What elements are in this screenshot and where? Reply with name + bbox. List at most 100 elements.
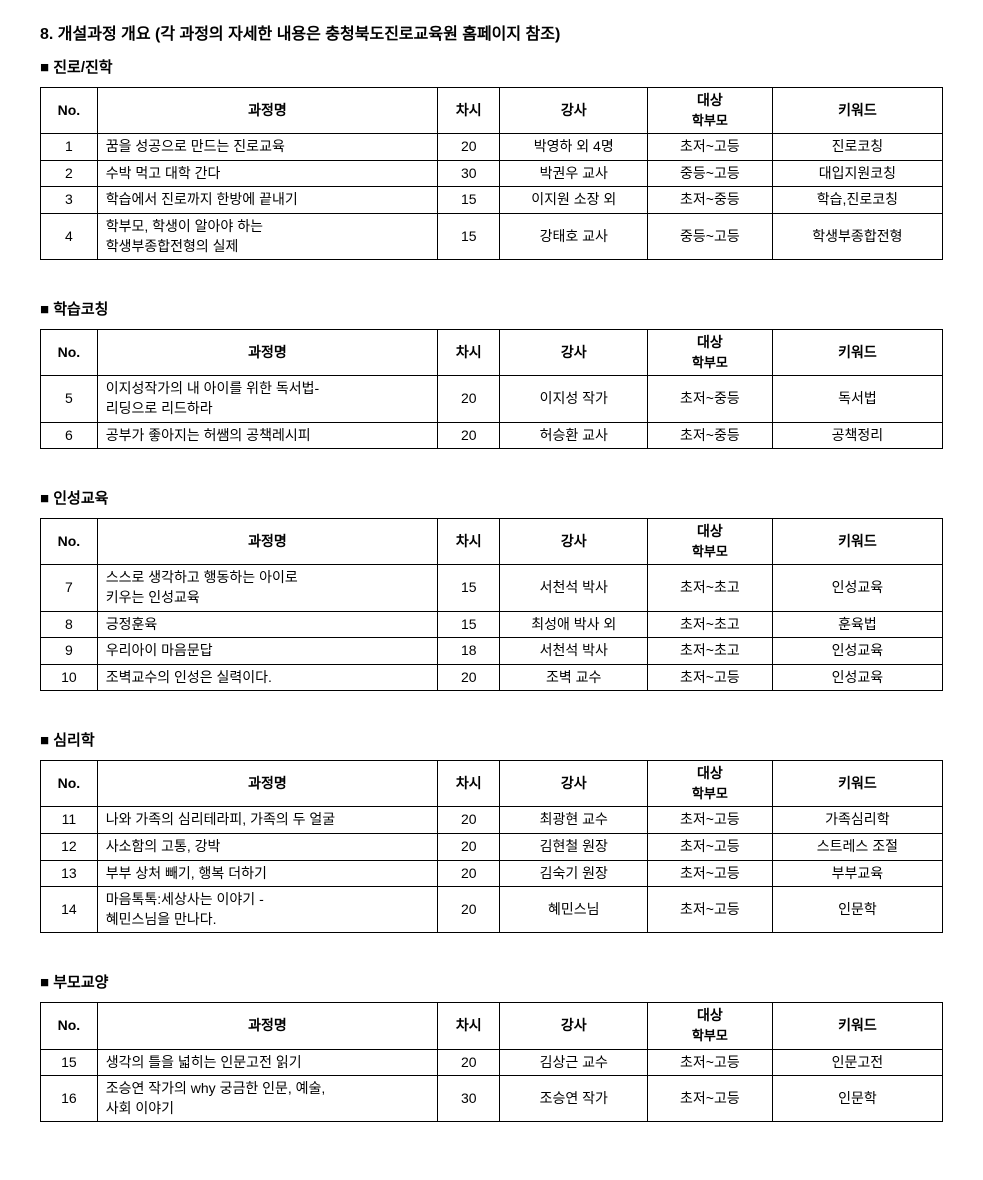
cell-instructor: 최광현 교수 [500,807,647,834]
cell-no: 11 [41,807,98,834]
header-target: 대상학부모 [647,519,772,565]
table-row: 1꿈을 성공으로 만드는 진로교육20박영하 외 4명초저~고등진로코칭 [41,134,943,161]
header-keyword: 키워드 [772,88,942,134]
cell-no: 12 [41,834,98,861]
cell-instructor: 김상근 교수 [500,1049,647,1076]
cell-course: 나와 가족의 심리테라피, 가족의 두 얼굴 [97,807,437,834]
cell-instructor: 김숙기 원장 [500,860,647,887]
table-row: 10조벽교수의 인성은 실력이다.20조벽 교수초저~고등인성교육 [41,664,943,691]
header-course: 과정명 [97,1003,437,1049]
header-instructor: 강사 [500,88,647,134]
cell-instructor: 이지원 소장 외 [500,187,647,214]
cell-no: 3 [41,187,98,214]
cell-instructor: 최성애 박사 외 [500,611,647,638]
table-header-row: No.과정명차시강사대상학부모키워드 [41,519,943,565]
sections-container: 진로/진학No.과정명차시강사대상학부모키워드1꿈을 성공으로 만드는 진로교육… [40,56,943,1122]
cell-keyword: 인문학 [772,1076,942,1122]
cell-no: 14 [41,887,98,933]
table-row: 15생각의 틀을 넓히는 인문고전 읽기20김상근 교수초저~고등인문고전 [41,1049,943,1076]
header-hours: 차시 [438,88,500,134]
course-table: No.과정명차시강사대상학부모키워드5이지성작가의 내 아이를 위한 독서법-리… [40,329,943,449]
cell-instructor: 혜민스님 [500,887,647,933]
cell-instructor: 서천석 박사 [500,565,647,611]
cell-keyword: 대입지원코칭 [772,160,942,187]
table-row: 12사소함의 고통, 강박20김현철 원장초저~고등스트레스 조절 [41,834,943,861]
header-hours: 차시 [438,761,500,807]
cell-hours: 20 [438,134,500,161]
cell-keyword: 진로코칭 [772,134,942,161]
table-header-row: No.과정명차시강사대상학부모키워드 [41,330,943,376]
cell-course: 우리아이 마음문답 [97,638,437,665]
header-keyword: 키워드 [772,1003,942,1049]
cell-instructor: 강태호 교사 [500,213,647,259]
cell-instructor: 조승연 작가 [500,1076,647,1122]
header-instructor: 강사 [500,330,647,376]
cell-hours: 15 [438,213,500,259]
cell-hours: 20 [438,422,500,449]
cell-hours: 20 [438,860,500,887]
cell-instructor: 박영하 외 4명 [500,134,647,161]
table-row: 6공부가 좋아지는 허쌤의 공책레시피20허승환 교사초저~중등공책정리 [41,422,943,449]
cell-keyword: 부부교육 [772,860,942,887]
header-course: 과정명 [97,330,437,376]
cell-target: 초저~중등 [647,376,772,422]
cell-keyword: 스트레스 조절 [772,834,942,861]
section-header: 심리학 [40,729,943,750]
cell-no: 8 [41,611,98,638]
cell-hours: 20 [438,376,500,422]
cell-course: 스스로 생각하고 행동하는 아이로키우는 인성교육 [97,565,437,611]
header-target: 대상학부모 [647,88,772,134]
cell-keyword: 훈육법 [772,611,942,638]
cell-course: 조벽교수의 인성은 실력이다. [97,664,437,691]
cell-course: 수박 먹고 대학 간다 [97,160,437,187]
header-target: 대상학부모 [647,1003,772,1049]
table-row: 3학습에서 진로까지 한방에 끝내기15이지원 소장 외초저~중등학습,진로코칭 [41,187,943,214]
cell-keyword: 인성교육 [772,664,942,691]
section-header: 학습코칭 [40,298,943,319]
cell-target: 초저~초고 [647,638,772,665]
table-header-row: No.과정명차시강사대상학부모키워드 [41,1003,943,1049]
header-course: 과정명 [97,519,437,565]
cell-target: 초저~고등 [647,860,772,887]
cell-hours: 20 [438,1049,500,1076]
cell-instructor: 김현철 원장 [500,834,647,861]
cell-hours: 30 [438,160,500,187]
cell-keyword: 공책정리 [772,422,942,449]
cell-course: 조승연 작가의 why 궁금한 인문, 예술,사회 이야기 [97,1076,437,1122]
cell-course: 공부가 좋아지는 허쌤의 공책레시피 [97,422,437,449]
cell-no: 9 [41,638,98,665]
table-row: 16조승연 작가의 why 궁금한 인문, 예술,사회 이야기30조승연 작가초… [41,1076,943,1122]
header-hours: 차시 [438,330,500,376]
cell-target: 초저~고등 [647,887,772,933]
cell-no: 6 [41,422,98,449]
cell-instructor: 박권우 교사 [500,160,647,187]
cell-target: 초저~고등 [647,1049,772,1076]
cell-course: 학부모, 학생이 알아야 하는학생부종합전형의 실제 [97,213,437,259]
header-no: No. [41,330,98,376]
header-keyword: 키워드 [772,330,942,376]
cell-target: 초저~고등 [647,664,772,691]
cell-hours: 20 [438,834,500,861]
cell-course: 마음톡톡:세상사는 이야기 -혜민스님을 만나다. [97,887,437,933]
cell-course: 긍정훈육 [97,611,437,638]
header-hours: 차시 [438,1003,500,1049]
table-row: 13부부 상처 빼기, 행복 더하기20김숙기 원장초저~고등부부교육 [41,860,943,887]
cell-hours: 30 [438,1076,500,1122]
course-table: No.과정명차시강사대상학부모키워드1꿈을 성공으로 만드는 진로교육20박영하… [40,87,943,260]
cell-target: 초저~고등 [647,134,772,161]
course-table: No.과정명차시강사대상학부모키워드11나와 가족의 심리테라피, 가족의 두 … [40,760,943,933]
course-table: No.과정명차시강사대상학부모키워드15생각의 틀을 넓히는 인문고전 읽기20… [40,1002,943,1122]
header-keyword: 키워드 [772,519,942,565]
course-table: No.과정명차시강사대상학부모키워드7스스로 생각하고 행동하는 아이로키우는 … [40,518,943,691]
header-instructor: 강사 [500,1003,647,1049]
table-row: 9우리아이 마음문답18서천석 박사초저~초고인성교육 [41,638,943,665]
cell-hours: 20 [438,887,500,933]
header-no: No. [41,1003,98,1049]
cell-hours: 15 [438,611,500,638]
cell-keyword: 학생부종합전형 [772,213,942,259]
cell-no: 10 [41,664,98,691]
page-title: 8. 개설과정 개요 (각 과정의 자세한 내용은 충청북도진로교육원 홈페이지… [40,20,943,44]
cell-hours: 15 [438,187,500,214]
cell-no: 16 [41,1076,98,1122]
table-row: 11나와 가족의 심리테라피, 가족의 두 얼굴20최광현 교수초저~고등가족심… [41,807,943,834]
